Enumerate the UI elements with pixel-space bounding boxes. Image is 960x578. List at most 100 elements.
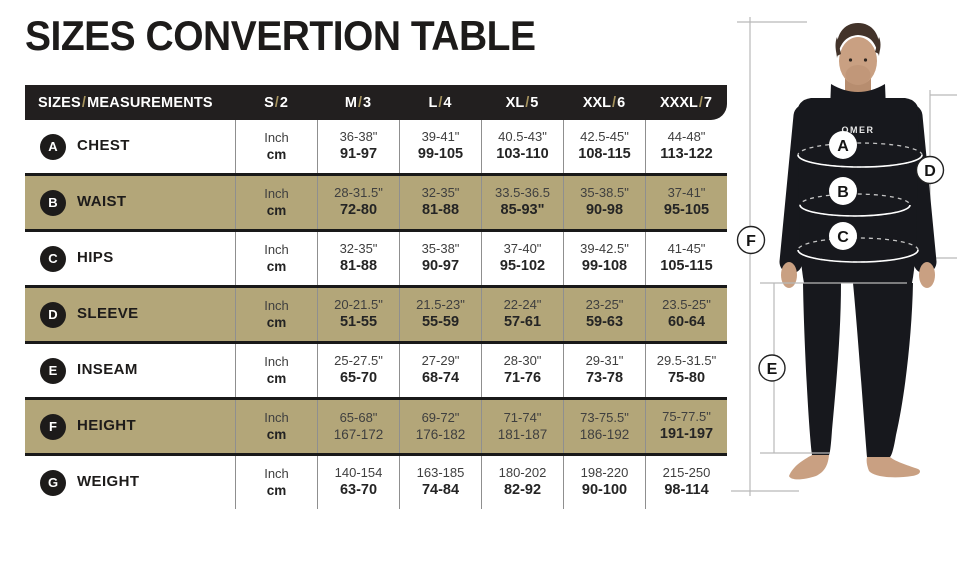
table-row-height: F HEIGHT Inch cm 65-68" 167-172 69-72" 176-182 7… [25, 400, 727, 456]
marker-letter-f: F [746, 233, 756, 250]
cm-value: 81-88 [421, 202, 460, 219]
inch-value: 28-31.5" [334, 184, 383, 200]
inch-value: 23-25" [585, 296, 624, 312]
value-cell-chest-xxl: 42.5-45" 108-115 [563, 120, 645, 173]
marker-circle-b [829, 177, 857, 205]
marker-circle-a [829, 131, 857, 159]
value-cell-height-xxxl: 75-77.5" 191-197 [645, 400, 727, 453]
hair-side-right [875, 37, 881, 54]
right-eye [863, 58, 868, 62]
header-size-xxxl: XXXL/7 [645, 95, 727, 111]
marker-letter-c: C [837, 229, 849, 246]
value-cell-chest-m: 36-38" 91-97 [317, 120, 399, 173]
marker-letter-d: D [924, 163, 936, 180]
cm-value: 95-105 [663, 202, 710, 219]
marker-letter-a: A [837, 138, 849, 155]
table-header-row: SIZES/MEASUREMENTS S/2 M/3 L/4 XL/5 XXL/6 XXX… [25, 85, 727, 120]
row-name: HIPS [77, 249, 114, 267]
cm-value: 191-197 [659, 426, 714, 443]
row-badge-e: E [40, 357, 66, 384]
inch-value: 21.5-23" [416, 296, 465, 312]
hair-side-left [835, 37, 841, 56]
value-cell-height-xl: 71-74" 181-187 [481, 400, 563, 453]
cm-value: 113-122 [660, 146, 713, 163]
inch-value: 35-38.5" [580, 184, 629, 200]
unit-cm-label: cm [266, 371, 287, 387]
header-size-m: M/3 [317, 95, 399, 111]
row-name: SLEEVE [77, 305, 139, 323]
row-name: WEIGHT [77, 473, 140, 491]
model-photo: OMER A B [723, 4, 960, 510]
row-name: INSEAM [77, 361, 138, 379]
value-cell-height-xxl: 73-75.5" 186-192 [563, 400, 645, 453]
row-label-cell-hips: C HIPS [25, 232, 235, 285]
left-eye [848, 58, 853, 62]
unit-cell: Inch cm [235, 344, 317, 397]
inch-value: 44-48" [667, 128, 706, 144]
inch-value: 65-68" [339, 409, 378, 425]
size-slash: / [525, 94, 530, 111]
marker-letter-b: B [837, 184, 849, 201]
cm-value: 68-74 [421, 370, 460, 387]
size-number: 6 [617, 94, 626, 111]
man-in-wetsuit: OMER [779, 23, 937, 480]
table-row-chest: A CHEST Inch cm 36-38" 91-97 39-41" 99-105 40.5-… [25, 120, 727, 176]
inch-value: 25-27.5" [334, 352, 383, 368]
row-badge-c: C [40, 245, 66, 272]
inch-value: 29.5-31.5" [656, 352, 717, 368]
hair [836, 23, 880, 58]
right-hand [919, 262, 935, 288]
value-cell-chest-xl: 40.5-43" 103-110 [481, 120, 563, 173]
chest-ellipse-front [797, 154, 923, 168]
cm-value: 81-88 [339, 258, 378, 275]
size-letter: L [428, 94, 438, 111]
unit-cm-label: cm [266, 259, 287, 275]
value-cell-hips-xxxl: 41-45" 105-115 [645, 232, 727, 285]
cm-value: 82-92 [503, 482, 542, 499]
value-cell-waist-xl: 33.5-36.5 85-93" [481, 176, 563, 229]
inch-value: 75-77.5" [662, 408, 711, 424]
row-label-cell-waist: B WAIST [25, 176, 235, 229]
measurement-ellipses [797, 142, 923, 263]
unit-cm-label: cm [266, 315, 287, 331]
value-cell-waist-xxl: 35-38.5" 90-98 [563, 176, 645, 229]
size-conversion-table: SIZES/MEASUREMENTS S/2 M/3 L/4 XL/5 XXL/6 XXX… [25, 85, 727, 509]
cm-value: 60-64 [667, 314, 706, 331]
size-slash: / [612, 94, 617, 111]
left-hand [781, 262, 797, 288]
row-name: WAIST [77, 193, 127, 211]
inch-value: 20-21.5" [334, 296, 383, 312]
cm-value: 99-108 [581, 258, 628, 275]
size-letter: XL [505, 94, 525, 111]
table-body: A CHEST Inch cm 36-38" 91-97 39-41" 99-105 40.5-… [25, 120, 727, 509]
inch-value: 37-40" [503, 240, 542, 256]
marker-letter-e: E [767, 361, 778, 378]
size-number: 7 [703, 94, 712, 111]
measurement-markers: A B C D E F [736, 131, 945, 382]
header-first-slash: / [81, 94, 87, 111]
right-leg [853, 283, 913, 457]
beard [845, 65, 871, 85]
unit-inch-label: Inch [264, 185, 289, 201]
inch-value: 33.5-36.5 [495, 184, 550, 200]
cm-value: 186-192 [579, 427, 630, 443]
inch-value: 198-220 [580, 464, 629, 480]
value-cell-weight-xxxl: 215-250 98-114 [645, 456, 727, 509]
inch-value: 39-41" [421, 128, 460, 144]
inch-value: 71-74" [503, 409, 542, 425]
size-letter: S [264, 94, 274, 111]
value-cell-inseam-xxl: 29-31" 73-78 [563, 344, 645, 397]
row-label-cell-chest: A CHEST [25, 120, 235, 173]
left-leg [803, 283, 841, 455]
inch-value: 40.5-43" [498, 128, 547, 144]
value-cell-hips-l: 35-38" 90-97 [399, 232, 481, 285]
cm-value: 95-102 [499, 258, 546, 275]
table-row-sleeve: D SLEEVE Inch cm 20-21.5" 51-55 21.5-23" 55-59 2… [25, 288, 727, 344]
inch-value: 32-35" [421, 184, 460, 200]
inch-value: 27-29" [421, 352, 460, 368]
inch-value: 140-154 [334, 464, 383, 480]
inch-value: 37-41" [667, 184, 706, 200]
brand-logo: OMER [842, 125, 875, 135]
waist-ellipse-front [799, 204, 911, 217]
